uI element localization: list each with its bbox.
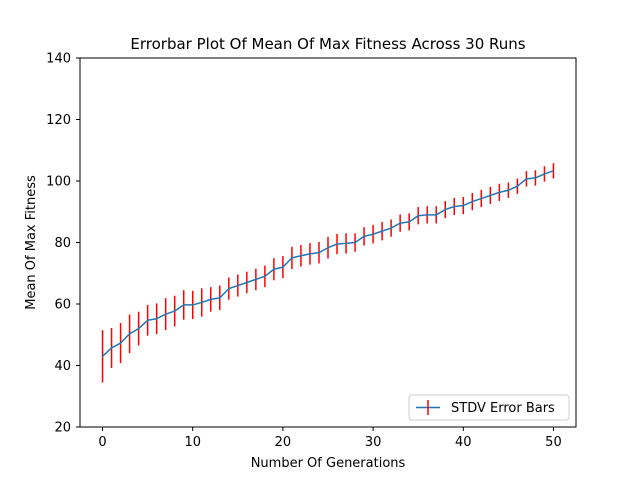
plot-area bbox=[101, 163, 555, 383]
x-tick-label: 40 bbox=[455, 435, 472, 450]
legend-box bbox=[408, 394, 570, 421]
chart-title: Errorbar Plot Of Mean Of Max Fitness Acr… bbox=[130, 35, 525, 53]
mean-fitness-line bbox=[102, 170, 554, 357]
y-tick-label: 120 bbox=[46, 113, 71, 128]
x-tick-label: 20 bbox=[275, 435, 292, 450]
x-axis-label: Number Of Generations bbox=[251, 456, 406, 471]
y-tick-label: 20 bbox=[54, 421, 71, 436]
y-tick-label: 40 bbox=[54, 359, 71, 374]
x-tick-label: 0 bbox=[98, 435, 106, 450]
x-tick-label: 10 bbox=[184, 435, 201, 450]
legend: STDV Error Bars bbox=[408, 394, 570, 421]
y-tick-label: 80 bbox=[54, 236, 71, 251]
y-tick-label: 60 bbox=[54, 298, 71, 313]
x-tick-label: 30 bbox=[365, 435, 382, 450]
x-tick-label: 50 bbox=[545, 435, 562, 450]
y-tick-label: 140 bbox=[46, 52, 71, 67]
axis-ticks: 0 10 20 30 40 50 20 40 60 80 100 120 140 bbox=[46, 52, 562, 451]
y-tick-label: 100 bbox=[46, 175, 71, 190]
y-axis-label: Mean Of Max Fitness bbox=[24, 175, 39, 310]
legend-label: STDV Error Bars bbox=[451, 401, 555, 416]
